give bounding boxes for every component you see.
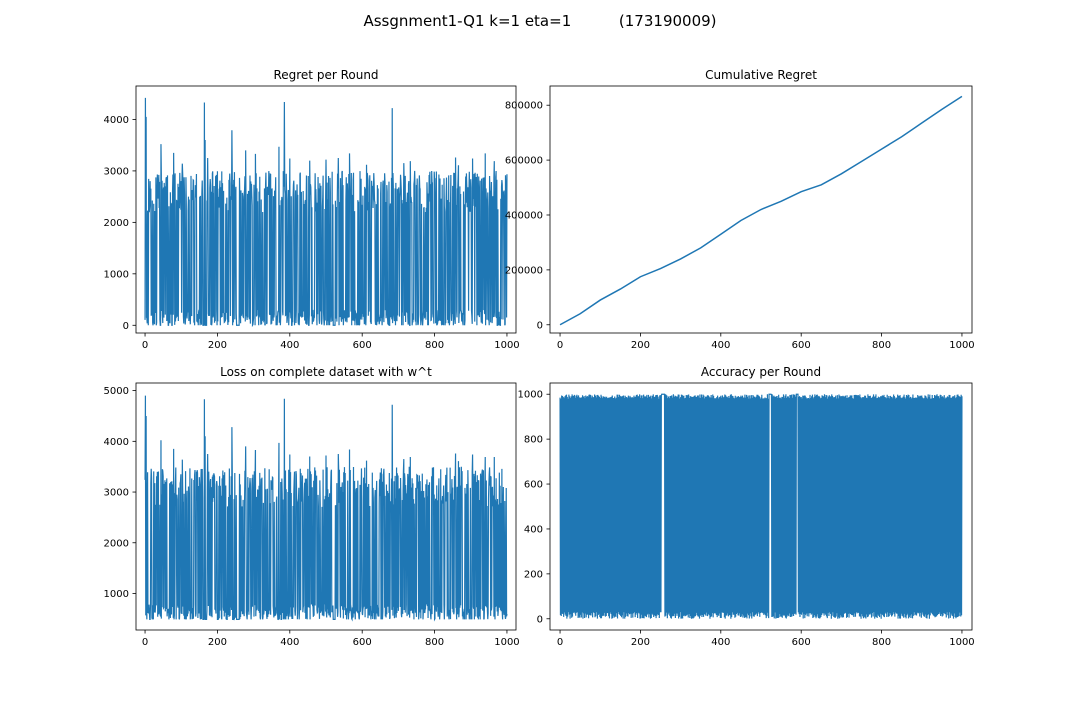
subplot-1: Regret per Round 0 200 400 600 800 1000 0 1000 20… xyxy=(104,68,520,351)
x-tick-label: 1000 xyxy=(494,637,519,648)
plot-area xyxy=(144,97,508,328)
figure-suptitle: Assgnment1-Q1 k=1 eta=1 (173190009) xyxy=(363,12,716,30)
y-tick-label: 0 xyxy=(537,614,543,625)
x-tick-label: 600 xyxy=(353,637,372,648)
x-tick-label: 400 xyxy=(711,637,730,648)
x-tick-label: 400 xyxy=(280,637,299,648)
x-tick-label: 0 xyxy=(142,637,148,648)
subplot-3: Loss on complete dataset with w^t 0 200 400… xyxy=(104,365,520,648)
x-tick-label: 800 xyxy=(425,637,444,648)
y-tick-label: 400 xyxy=(524,524,543,535)
plot-area xyxy=(144,395,508,622)
series-line-1 xyxy=(559,393,963,619)
y-tick-label: 800000 xyxy=(505,101,543,112)
y-tick-label: 4000 xyxy=(104,115,129,126)
x-tick-label: 400 xyxy=(280,340,299,351)
plot-area xyxy=(559,95,963,326)
y-tick-label: 2000 xyxy=(104,218,129,229)
y-tick-label: 0 xyxy=(123,321,129,332)
y-tick-label: 600 xyxy=(524,480,543,491)
subplot-title: Accuracy per Round xyxy=(701,365,821,379)
series-line-1 xyxy=(559,95,963,326)
y-tick-label: 0 xyxy=(537,320,543,331)
x-tick-label: 200 xyxy=(631,637,650,648)
x-tick-label: 1000 xyxy=(949,637,974,648)
x-tick-label: 200 xyxy=(208,637,227,648)
x-tick-label: 200 xyxy=(631,340,650,351)
subplot-grid: Regret per Round 0 200 400 600 800 1000 0 1000 20… xyxy=(104,68,975,648)
series-line-1 xyxy=(144,395,508,622)
y-tick-label: 200000 xyxy=(505,265,543,276)
x-tick-label: 600 xyxy=(792,637,811,648)
y-tick-label: 3000 xyxy=(104,488,129,499)
y-tick-label: 4000 xyxy=(104,437,129,448)
y-tick-label: 800 xyxy=(524,435,543,446)
series-line-1 xyxy=(144,97,508,328)
x-tick-label: 1000 xyxy=(494,340,519,351)
axes-frame xyxy=(549,382,973,631)
y-tick-label: 200 xyxy=(524,569,543,580)
y-tick-label: 2000 xyxy=(104,538,129,549)
axes-frame xyxy=(549,85,973,334)
x-tick-label: 600 xyxy=(792,340,811,351)
y-tick-label: 1000 xyxy=(104,589,129,600)
x-tick-label: 200 xyxy=(208,340,227,351)
x-tick-label: 0 xyxy=(557,340,563,351)
x-tick-label: 1000 xyxy=(949,340,974,351)
y-tick-label: 3000 xyxy=(104,166,129,177)
x-tick-label: 0 xyxy=(557,637,563,648)
subplot-4: Accuracy per Round 0 200 400 600 800 1000 0 200 4… xyxy=(518,365,975,648)
axes-frame xyxy=(135,382,517,631)
x-tick-label: 800 xyxy=(872,637,891,648)
y-tick-label: 1000 xyxy=(518,390,543,401)
y-tick-label: 600000 xyxy=(505,156,543,167)
x-tick-label: 0 xyxy=(142,340,148,351)
subplot-title: Cumulative Regret xyxy=(705,68,817,82)
plot-area xyxy=(559,393,963,619)
x-tick-label: 800 xyxy=(872,340,891,351)
axes-frame xyxy=(135,85,517,334)
subplot-title: Loss on complete dataset with w^t xyxy=(220,365,432,379)
subplot-2: Cumulative Regret 0 200 400 600 800 1000 0 20000… xyxy=(505,68,975,351)
subplot-title: Regret per Round xyxy=(273,68,378,82)
y-tick-label: 1000 xyxy=(104,269,129,280)
x-tick-label: 800 xyxy=(425,340,444,351)
x-tick-label: 400 xyxy=(711,340,730,351)
y-tick-label: 5000 xyxy=(104,386,129,397)
y-tick-label: 400000 xyxy=(505,210,543,221)
x-tick-label: 600 xyxy=(353,340,372,351)
